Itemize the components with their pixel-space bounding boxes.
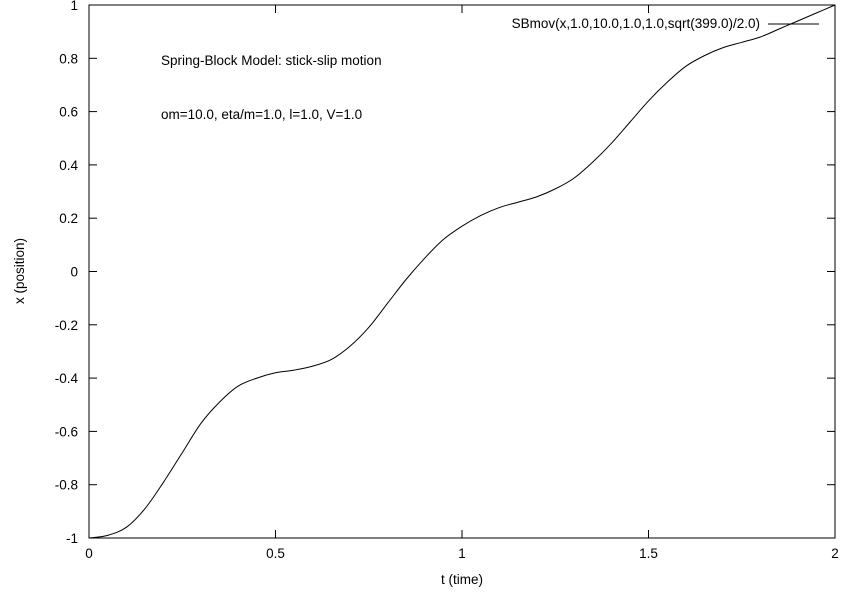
- y-tick-label: -0.4: [55, 371, 79, 386]
- plot-area-frame: [88, 4, 836, 539]
- series-line: [88, 4, 836, 539]
- y-tick-label: 1: [70, 0, 78, 13]
- x-axis: 0 0.5 1 1.5 2: [85, 5, 839, 561]
- y-axis: -1 -0.8 -0.6 -0.4 -0.2 0 0.2 0.4 0.6 0.8 1: [55, 0, 835, 546]
- legend-label: SBmov(x,1.0,10.0,1.0,1.0,sqrt(399.0)/2.0…: [512, 16, 760, 31]
- y-tick-label: -0.8: [55, 478, 78, 493]
- legend: SBmov(x,1.0,10.0,1.0,1.0,sqrt(399.0)/2.0…: [512, 16, 819, 31]
- x-axis-label: t (time): [441, 572, 483, 587]
- x-tick-label: 1.5: [639, 546, 658, 561]
- annotation-title: Spring-Block Model: stick-slip motion: [161, 53, 382, 68]
- x-tick-label: 0.5: [266, 546, 285, 561]
- x-tick-label: 0: [85, 546, 93, 561]
- y-tick-label: -1: [66, 531, 78, 546]
- y-tick-label: 0.4: [59, 158, 78, 173]
- x-tick-label: 1: [458, 546, 466, 561]
- y-tick-label: 0.8: [59, 51, 78, 66]
- y-tick-label: 0: [70, 265, 78, 280]
- annotation-params: om=10.0, eta/m=1.0, l=1.0, V=1.0: [161, 107, 362, 122]
- y-tick-label: 0.6: [59, 105, 78, 120]
- y-axis-label: x (position): [12, 238, 27, 304]
- y-tick-label: -0.6: [55, 424, 78, 439]
- x-tick-label: 2: [831, 546, 839, 561]
- y-tick-label: 0.2: [59, 211, 78, 226]
- y-tick-label: -0.2: [55, 318, 78, 333]
